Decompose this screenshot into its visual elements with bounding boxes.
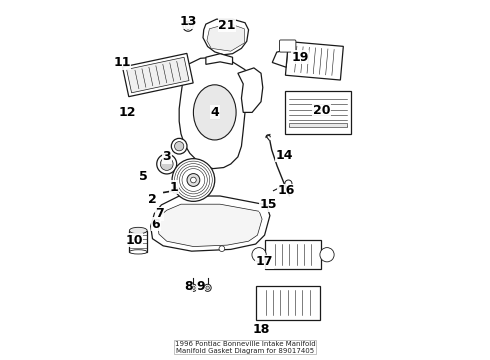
Text: 14: 14 — [275, 149, 293, 162]
Bar — [122, 53, 193, 97]
Text: 5: 5 — [139, 170, 148, 183]
Text: 6: 6 — [152, 218, 160, 231]
FancyBboxPatch shape — [279, 40, 296, 52]
Polygon shape — [272, 50, 288, 67]
Text: 20: 20 — [313, 104, 330, 117]
Text: 15: 15 — [259, 198, 277, 211]
Circle shape — [174, 141, 184, 151]
Circle shape — [185, 23, 191, 29]
Text: 3: 3 — [162, 150, 171, 163]
Circle shape — [183, 21, 193, 31]
Text: 1996 Pontiac Bonneville Intake Manifold
Manifold Gasket Diagram for 89017405: 1996 Pontiac Bonneville Intake Manifold … — [175, 341, 315, 354]
Circle shape — [172, 138, 187, 154]
Bar — [289, 123, 347, 127]
Circle shape — [190, 284, 197, 291]
Polygon shape — [158, 204, 262, 247]
Text: 18: 18 — [252, 323, 270, 336]
Circle shape — [191, 177, 196, 183]
Circle shape — [192, 286, 195, 289]
Text: 2: 2 — [148, 193, 157, 206]
Ellipse shape — [194, 85, 236, 140]
Bar — [285, 91, 351, 134]
Text: 16: 16 — [277, 184, 294, 197]
Polygon shape — [206, 54, 233, 64]
Text: 9: 9 — [196, 280, 205, 293]
Bar — [129, 230, 147, 252]
Text: 1: 1 — [170, 181, 178, 194]
Circle shape — [157, 154, 177, 174]
Text: 21: 21 — [219, 19, 236, 32]
Text: 17: 17 — [256, 255, 273, 268]
Circle shape — [219, 246, 225, 252]
Circle shape — [252, 248, 266, 262]
Text: 10: 10 — [125, 234, 143, 247]
Text: 12: 12 — [119, 106, 136, 119]
Circle shape — [204, 284, 211, 291]
Text: 19: 19 — [292, 51, 309, 64]
Polygon shape — [203, 19, 248, 55]
Text: 13: 13 — [179, 15, 197, 28]
Text: 7: 7 — [155, 207, 164, 220]
Circle shape — [187, 174, 200, 186]
Circle shape — [172, 159, 215, 201]
Circle shape — [160, 158, 173, 170]
Ellipse shape — [129, 250, 147, 254]
Ellipse shape — [129, 227, 147, 234]
Circle shape — [206, 286, 209, 289]
Bar — [286, 41, 343, 80]
Circle shape — [172, 188, 178, 193]
Bar — [256, 286, 319, 320]
Polygon shape — [179, 57, 250, 168]
Bar — [266, 240, 320, 269]
Polygon shape — [151, 196, 270, 251]
Text: 4: 4 — [210, 106, 219, 119]
Text: 11: 11 — [114, 56, 131, 69]
Bar — [126, 57, 189, 93]
Text: 8: 8 — [184, 280, 193, 293]
Polygon shape — [238, 68, 263, 112]
Circle shape — [320, 248, 334, 262]
Polygon shape — [207, 23, 245, 51]
Circle shape — [285, 180, 292, 187]
